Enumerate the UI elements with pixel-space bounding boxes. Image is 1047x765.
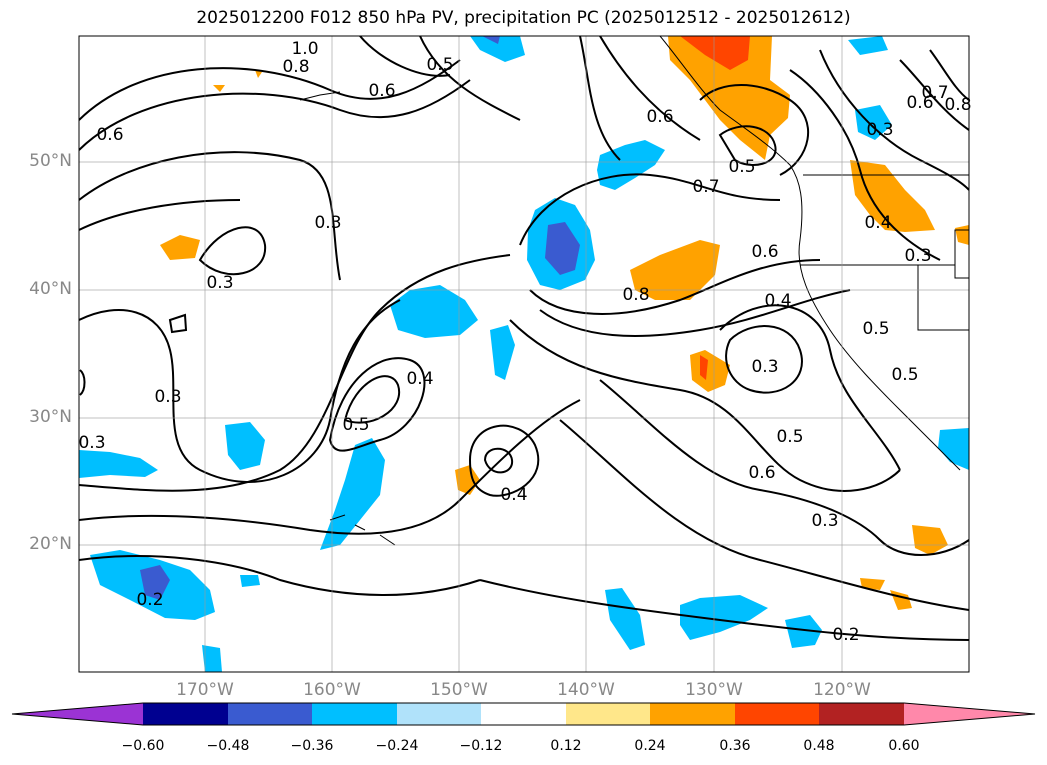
colorbar-tick-label: −0.36	[290, 738, 334, 754]
colorbar-swatch	[143, 703, 228, 725]
colorbar-swatch	[481, 703, 566, 725]
colorbar-tick-label: 0.12	[550, 738, 582, 754]
pv-contours	[79, 36, 969, 641]
lat-label: 50°N	[29, 151, 72, 171]
colorbar-under-arrow	[12, 703, 143, 725]
contour-label: 0.5	[891, 365, 918, 385]
contour-label: 0.3	[751, 357, 778, 377]
contour-label: 0.2	[832, 625, 859, 645]
map-title: 2025012200 F012 850 hPa PV, precipitatio…	[196, 8, 851, 28]
colorbar-tick-label: 0.48	[803, 738, 835, 754]
colorbar-over-arrow	[904, 703, 1035, 725]
lat-label: 20°N	[29, 534, 72, 554]
contour-label: 0.3	[206, 273, 233, 293]
colorbar-tick-label: −0.24	[375, 738, 419, 754]
contour-label: 0.3	[904, 246, 931, 266]
colorbar-tick-label: −0.48	[206, 738, 250, 754]
contour-label: 0.6	[368, 81, 395, 101]
contour-label: 1.0	[291, 39, 318, 59]
colorbar-swatch	[397, 703, 481, 725]
colorbar-tick-label: −0.60	[121, 738, 165, 754]
contour-label: 0.7	[692, 177, 719, 197]
lat-label: 30°N	[29, 407, 72, 427]
colorbar-outline	[11, 702, 1036, 726]
colorbar-tick-label: 0.36	[719, 738, 751, 754]
lat-label: 40°N	[29, 279, 72, 299]
map-frame	[78, 35, 970, 673]
contour-label: 0.6	[748, 463, 775, 483]
contour-label: 0.8	[944, 95, 971, 115]
contour-label: 0.6	[646, 107, 673, 127]
contour-label: 0.5	[862, 319, 889, 339]
contour-label: 0.2	[136, 590, 163, 610]
colorbar-swatch	[228, 703, 312, 725]
precipitation-shading	[79, 36, 969, 672]
lon-label: 160°W	[303, 680, 361, 700]
colorbar-swatch	[735, 703, 819, 725]
contour-label: 0.3	[154, 387, 181, 407]
lon-label: 130°W	[685, 680, 743, 700]
contour-label: 0.5	[342, 415, 369, 435]
contour-label: 0.8	[622, 285, 649, 305]
contour-label: 0.4	[864, 213, 891, 233]
contour-label: 0.5	[426, 55, 453, 75]
contour-label: 0.4	[500, 485, 527, 505]
gridlines	[79, 36, 969, 672]
lon-label: 170°W	[176, 680, 234, 700]
contour-label: 0.4	[406, 369, 433, 389]
lon-label: 120°W	[813, 680, 871, 700]
contour-label: 0.3	[78, 433, 105, 453]
contour-label: 0.4	[764, 291, 791, 311]
contour-label: 0.3	[866, 120, 893, 140]
lon-label: 150°W	[430, 680, 488, 700]
colorbar-tick-label: 0.24	[634, 738, 666, 754]
contour-label: 0.7	[921, 83, 948, 103]
contour-label: 0.6	[96, 125, 123, 145]
colorbar-swatch	[312, 703, 397, 725]
contour-label: 0.3	[314, 213, 341, 233]
contour-label: 0.8	[282, 57, 309, 77]
contour-label: 0.3	[811, 511, 838, 531]
colorbar-swatch	[819, 703, 904, 725]
colorbar	[11, 702, 1036, 726]
colorbar-tick-label: 0.60	[888, 738, 920, 754]
contour-label: 0.6	[906, 93, 933, 113]
lon-label: 140°W	[557, 680, 615, 700]
colorbar-swatch	[566, 703, 650, 725]
contour-label: 0.5	[776, 427, 803, 447]
contour-label: 0.6	[751, 242, 778, 262]
contour-label: 0.5	[728, 157, 755, 177]
colorbar-tick-label: −0.12	[459, 738, 503, 754]
colorbar-swatch	[650, 703, 735, 725]
